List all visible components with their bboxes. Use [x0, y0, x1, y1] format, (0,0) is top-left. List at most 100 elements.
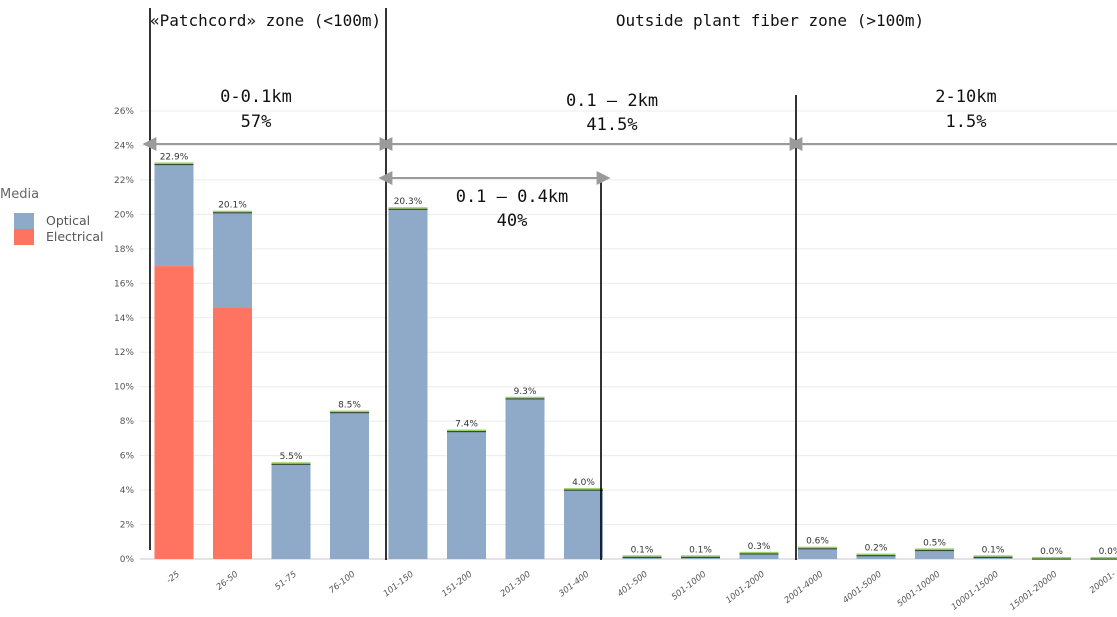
bar-value-label: 0.2% [865, 544, 888, 554]
y-tick-label: 20% [114, 210, 134, 220]
x-tick-label: 201-300 [499, 569, 533, 599]
x-tick-label: 401-500 [616, 569, 650, 599]
y-tick-label: 18% [114, 245, 134, 255]
y-tick-label: 6% [120, 452, 135, 462]
y-tick-label: 14% [114, 314, 134, 324]
bar-cap-line [798, 548, 837, 550]
y-tick-label: 10% [114, 383, 134, 393]
bar-cap-line [388, 208, 428, 210]
bar-cap [154, 162, 194, 164]
bar-value-label: 0.1% [982, 545, 1005, 555]
bar-cap-line [213, 212, 252, 214]
y-tick-label: 26% [114, 107, 134, 117]
x-tick-label: 20001- [1088, 569, 1117, 595]
x-tick-label: 301-400 [557, 569, 591, 599]
x-axis-labels: -25 26-50 51-75 76-100 101-150 151-200 201-300… [165, 569, 1117, 612]
x-tick-label: 1001-2000 [724, 569, 767, 605]
bar-cap-line [622, 556, 662, 558]
bar-value-label: 0.1% [631, 545, 654, 555]
legend-swatch-electrical [14, 229, 34, 245]
range-2-10km-percent: 1.5% [946, 112, 987, 132]
bar-segment [154, 164, 194, 267]
y-tick-label: 24% [114, 141, 134, 151]
bar-cap-line [681, 556, 720, 558]
bar-segment [505, 398, 545, 559]
bar-value-label: 0.6% [806, 537, 829, 547]
bar-segment [213, 307, 252, 559]
bar-value-label: 20.1% [218, 201, 247, 211]
range-0.1-2km-percent: 41.5% [586, 115, 637, 135]
x-tick-label: 10001-15000 [950, 569, 1001, 612]
bar-cap [388, 207, 428, 209]
x-tick-label: 26-50 [215, 569, 241, 592]
range-0-0.1km-label: 0-0.1km [220, 87, 292, 107]
y-tick-label: 16% [114, 279, 134, 289]
bar-cap [447, 429, 486, 431]
zone-title-outside: Outside plant fiber zone (>100m) [616, 11, 924, 30]
bar-segment [271, 464, 311, 559]
bar-cap-line [447, 430, 486, 433]
bar-cap [213, 210, 252, 213]
y-tick-label: 22% [114, 176, 134, 186]
y-tick-label: 2% [120, 521, 135, 531]
bar-value-label: 0.0% [1099, 547, 1117, 557]
range-0-0.1km-percent: 57% [241, 112, 272, 132]
bar-cap [1032, 557, 1071, 559]
x-tick-label: 5001-10000 [895, 569, 942, 609]
bar-segment [915, 550, 954, 559]
y-tick-label: 0% [120, 555, 135, 565]
bar-cap-line [915, 549, 954, 552]
x-tick-label: 4001-5000 [841, 569, 884, 605]
bar-value-label: 9.3% [514, 387, 537, 397]
bar-value-label: 0.3% [748, 542, 771, 552]
value-labels: 22.9% 20.1% 5.5% 8.5% 20.3% 7.4% 9.3% 4.0% 0.1% 0… [160, 152, 1117, 557]
range-2-10km-label: 2-10km [935, 87, 996, 107]
legend-title: Media [0, 187, 39, 202]
bar-cap-line [505, 398, 545, 400]
bar-cap-line [1090, 558, 1117, 560]
bar-cap [798, 546, 837, 549]
x-tick-label: 2001-4000 [783, 569, 826, 605]
bar-cap-line [856, 555, 896, 557]
x-tick-label: 15001-20000 [1008, 569, 1059, 612]
bar-cap [564, 488, 603, 490]
bar-segment [739, 553, 779, 559]
legend-label-optical: Optical [46, 213, 90, 228]
bar-segment [622, 557, 662, 559]
bar-cap [973, 555, 1013, 557]
bar-cap-line [739, 553, 779, 555]
bar-cap-line [1032, 558, 1071, 560]
bar-value-label: 0.0% [1040, 547, 1063, 557]
bar-segment [564, 490, 603, 559]
range-0.1-2km-label: 0.1 – 2km [566, 91, 658, 111]
bar-segment [154, 266, 194, 559]
bar-cap [739, 551, 779, 554]
bar-cap [681, 555, 720, 557]
bar-cap [1090, 557, 1117, 559]
bar-segment [856, 555, 896, 559]
bar-segment [388, 209, 428, 559]
bar-cap-line [973, 556, 1013, 558]
bar-segment [681, 557, 720, 559]
y-tick-label: 12% [114, 348, 134, 358]
range-0.1-0.4km-percent: 40% [497, 211, 528, 231]
legend: Media Optical Electrical [0, 187, 103, 245]
bar-cap [856, 553, 896, 556]
x-tick-label: -25 [165, 569, 182, 585]
bar-cap-line [330, 412, 369, 414]
legend-swatch-optical [14, 213, 34, 229]
range-0.1-0.4km-label: 0.1 – 0.4km [456, 187, 569, 207]
bar-cap [915, 548, 954, 550]
y-tick-label: 8% [120, 417, 135, 427]
x-tick-label: 51-75 [273, 569, 299, 592]
y-tick-label: 4% [120, 486, 135, 496]
bar-cap-line [154, 163, 194, 166]
bar-segment [447, 431, 486, 559]
bar-segment [213, 212, 252, 308]
bar-value-label: 8.5% [338, 401, 361, 411]
y-axis-ticks: 0% 2% 4% 6% 8% 10% 12% 14% 16% 18% 20% 22% 24% 26% [114, 107, 134, 565]
legend-label-electrical: Electrical [46, 229, 103, 244]
x-tick-label: 151-200 [440, 569, 474, 599]
